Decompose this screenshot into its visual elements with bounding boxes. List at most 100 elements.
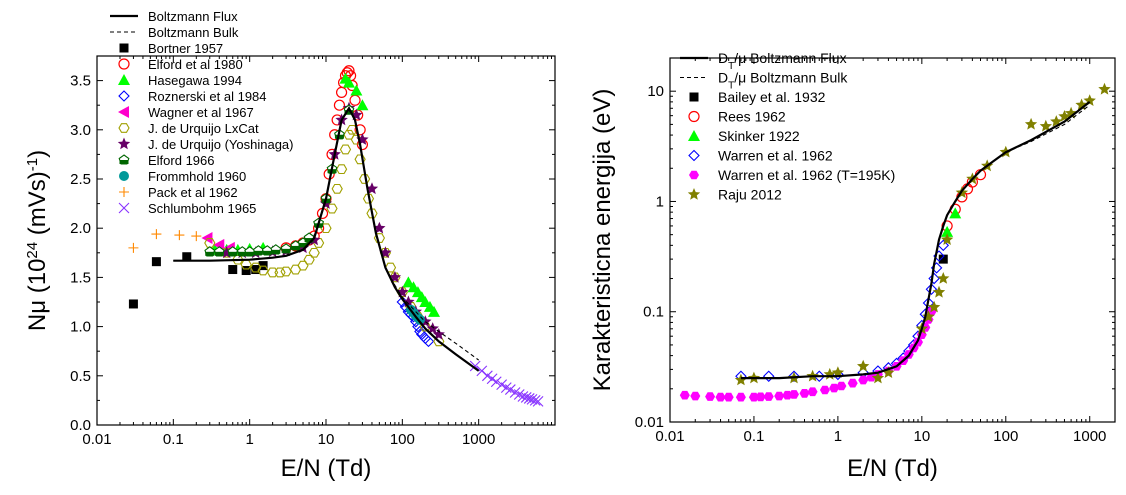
data-point [500,382,512,393]
data-point [270,244,282,255]
data-point [823,367,836,380]
x-axis: 0.01 0.1 1 10 100 1000 [655,58,1116,445]
data-point [763,392,774,401]
legend-item: J. de Urquijo LxCat [118,121,259,136]
legend-swatch [688,130,700,141]
data-point [932,285,946,298]
x-tick-label: 100 [993,428,1018,445]
legend-label: Schlumbohm 1965 [148,201,256,216]
y-tick-label: 3.0 [70,122,91,139]
data-point [927,300,941,313]
data-point [937,239,950,252]
data-point [490,376,502,388]
data-point [331,183,343,194]
legend-item: Skinker 1922 [688,128,800,144]
data-point [529,395,541,406]
legend-item: Bortner 1957 [119,41,223,56]
legend-item: DT/μ Boltzmann Flux [680,50,847,72]
marker-fill [291,245,301,250]
y-axis: 0.0 0.5 1.0 1.5 2.0 2.5 3.0 3.5 [70,55,555,434]
series-bailey-et-al-1932 [938,254,948,264]
series-bortner-1957 [128,252,268,309]
data-point [715,392,726,402]
data-point [356,99,369,111]
data-point [928,272,940,285]
y-tick-label: 1.0 [70,319,91,336]
legend-item: Hasegawa 1994 [118,73,242,88]
legend-label: J. de Urquijo (Yoshinaga) [148,137,294,152]
x-tick-label: 1000 [1073,428,1106,445]
legend-item: Warren et al. 1962 (T=195K) [689,167,895,183]
data-point [335,164,348,175]
data-point [297,260,309,271]
legend-swatch [118,74,130,85]
y-tick-label: 2.0 [70,220,91,237]
legend-swatch [119,187,129,197]
x-tick-label: 100 [390,431,415,448]
data-point [280,266,292,277]
data-point [871,371,885,384]
data-point [836,381,847,391]
y-axis-title-part: (10 [24,259,51,294]
data-point [504,384,516,395]
legend-item: Pack et al 1962 [119,185,238,200]
legend-label: DT/μ Boltzmann Flux [718,50,847,72]
y-tick-label: 0.01 [635,414,664,431]
legend-item: Boltzmann Bulk [110,25,239,40]
data-point [414,325,426,338]
data-point [399,301,412,313]
legend-swatch [118,123,130,133]
x-axis: 0.01 0.1 1 10 100 1000 [82,56,556,448]
data-point [520,392,532,403]
legend-label: Raju 2012 [718,187,782,203]
data-point [350,84,363,96]
legend-swatch [688,110,700,123]
legend-swatch [119,171,129,181]
marker-fill [344,110,354,115]
panel-right: 0.01 0.1 1 10 100 1000 0.01 0.1 1 10 E/N (Td) Karak… [589,50,1116,482]
legend-label: Elford et al 1980 [148,57,243,72]
x-tick-label: 1 [245,431,253,448]
data-point [426,322,439,334]
y-tick-label: 1 [656,193,664,210]
data-point [320,223,332,234]
marker-fill [245,251,255,256]
data-point [373,233,386,243]
marker-fill [271,249,281,254]
legend-label-rest: /μ Boltzmann Flux [734,50,846,66]
data-point [735,392,746,402]
data-point [1039,119,1052,132]
data-point [1075,98,1088,111]
legend-label-sub: T [728,80,734,91]
data-point [266,267,279,278]
y-tick-label: 10 [647,83,664,100]
y-axis-title-part: Nμ [24,293,51,331]
legend-label: Boltzmann Flux [148,9,238,24]
legend-item: J. de Urquijo (Yoshinaga) [117,137,294,152]
y-axis-title: Nμ (1024 (mVs)-1) [24,150,52,331]
data-point [789,390,799,399]
data-point [1098,82,1111,95]
series-pack-et-al-1962 [128,229,202,253]
data-point [428,305,441,317]
data-point [723,392,734,402]
data-point [402,276,415,288]
legend-label-main: D [718,70,728,86]
legend-label: DT/μ Boltzmann Bulk [718,70,848,92]
data-point [349,94,361,106]
legend-item: Bailey et al. 1932 [689,89,826,105]
data-point [513,389,525,400]
data-point [819,385,830,395]
legend-label: J. de Urquijo LxCat [148,121,259,136]
data-point [941,225,954,237]
plot-area [679,82,1111,402]
x-tick-label: 10 [318,431,335,448]
legend-swatch [118,90,130,102]
legend-label: Elford 1966 [148,153,215,168]
y-axis-title: Karakteristicna energija (eV) [589,89,616,392]
marker-fill [262,250,272,255]
data-point [366,208,378,219]
series-line-boltzmann-bulk [173,109,480,361]
data-point [244,246,256,257]
marker-fill [119,160,129,164]
